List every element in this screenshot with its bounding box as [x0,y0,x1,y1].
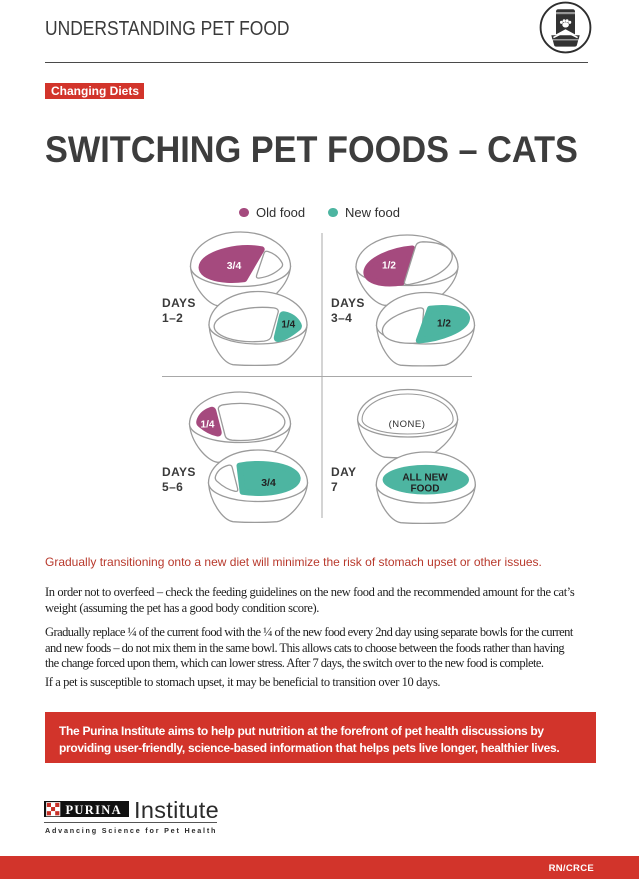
svg-text:FOOD: FOOD [411,484,440,495]
svg-text:1/4: 1/4 [281,320,295,331]
svg-text:ALL NEW: ALL NEW [402,473,448,484]
svg-text:1/4: 1/4 [201,420,215,431]
svg-text:3/4: 3/4 [227,260,242,272]
svg-text:1/2: 1/2 [382,261,396,272]
svg-text:3/4: 3/4 [261,477,276,489]
svg-text:(NONE): (NONE) [389,419,426,430]
svg-text:1/2: 1/2 [437,319,451,330]
